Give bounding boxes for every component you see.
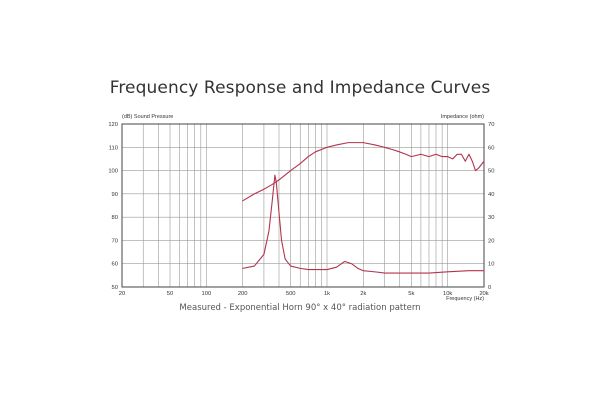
left-tick-label: 120 xyxy=(108,122,118,128)
left-tick-label: 80 xyxy=(112,215,118,221)
right-tick-label: 60 xyxy=(488,145,494,151)
x-tick-label: 50 xyxy=(167,291,173,297)
x-tick-label: 10k xyxy=(443,291,452,297)
x-tick-label: 5k xyxy=(408,291,414,297)
impedance-curve xyxy=(242,174,485,274)
x-axis-title: Frequency (Hz) xyxy=(446,296,484,302)
caption: Measured - Exponential Horn 90° x 40° ra… xyxy=(179,303,421,313)
page-title: Frequency Response and Impedance Curves xyxy=(109,78,491,98)
left-tick-label: 100 xyxy=(108,169,118,175)
right-tick-label: 40 xyxy=(488,192,494,198)
left-tick-label: 110 xyxy=(109,145,118,151)
x-tick-label: 2k xyxy=(360,291,366,297)
left-tick-label: 60 xyxy=(112,262,118,268)
x-tick-label: 100 xyxy=(202,291,212,297)
x-tick-label: 500 xyxy=(286,291,296,297)
left-axis-title: (dB) Sound Pressure xyxy=(122,114,173,120)
x-tick-label: 20 xyxy=(119,291,125,297)
right-tick-label: 70 xyxy=(488,122,494,128)
left-tick-label: 70 xyxy=(112,238,118,244)
x-tick-label: 200 xyxy=(238,291,248,297)
right-tick-label: 50 xyxy=(488,169,494,175)
x-tick-label: 20k xyxy=(479,291,488,297)
right-axis-title: Impedance (ohm) xyxy=(441,114,484,120)
plot-frame xyxy=(121,123,485,288)
right-tick-label: 10 xyxy=(488,262,494,268)
right-tick-label: 20 xyxy=(488,238,494,244)
right-tick-label: 0 xyxy=(488,285,491,291)
sound-pressure-curve xyxy=(242,142,485,202)
grid xyxy=(122,124,484,287)
left-tick-label: 90 xyxy=(112,192,118,198)
right-tick-label: 30 xyxy=(488,215,494,221)
left-tick-label: 50 xyxy=(112,285,118,291)
x-tick-label: 1k xyxy=(324,291,330,297)
series-layer xyxy=(242,142,485,274)
